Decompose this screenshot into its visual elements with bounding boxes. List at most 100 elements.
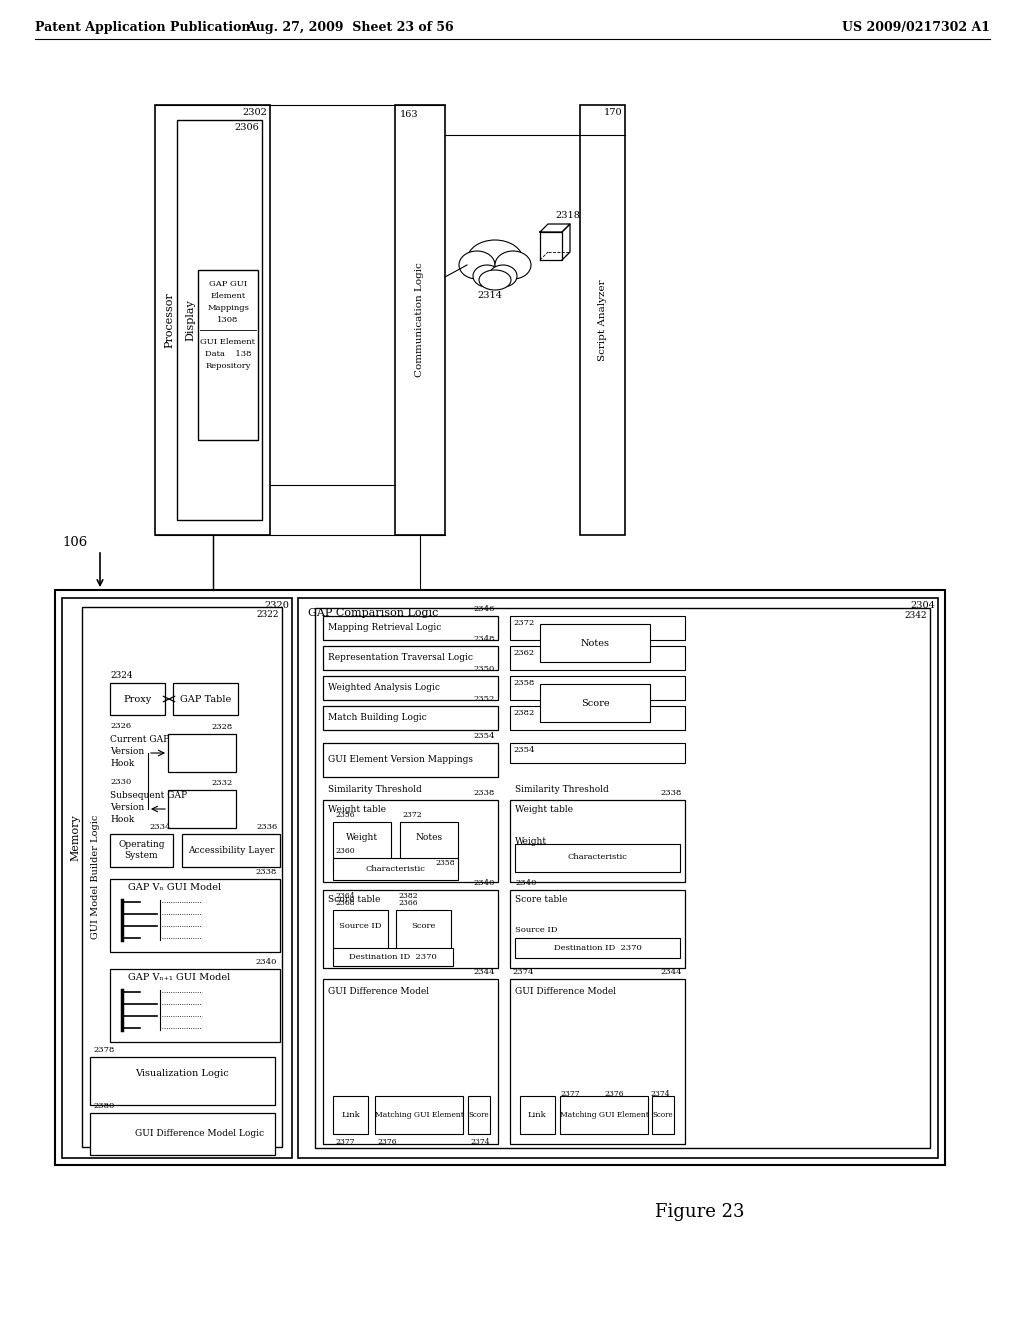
Text: 170: 170 — [603, 108, 622, 117]
Bar — [520, 1096, 555, 1134]
Text: Score table: Score table — [328, 895, 380, 904]
Text: Script Analyzer: Script Analyzer — [598, 280, 607, 360]
Bar — [182, 834, 280, 867]
Bar — [333, 909, 388, 958]
Text: Score: Score — [652, 1111, 674, 1119]
Text: 2304: 2304 — [910, 601, 935, 610]
Text: Notes: Notes — [581, 639, 609, 648]
Bar — [315, 609, 930, 1148]
Text: Visualization Logic: Visualization Logic — [135, 1069, 228, 1078]
Text: GUI Element Version Mappings: GUI Element Version Mappings — [328, 755, 473, 764]
Text: 2356: 2356 — [335, 810, 354, 818]
Text: Memory: Memory — [70, 814, 80, 862]
Text: 2346: 2346 — [474, 605, 495, 612]
Bar — [90, 1057, 275, 1105]
Text: Repository: Repository — [205, 362, 251, 370]
Bar — [395, 106, 445, 535]
Bar — [400, 822, 458, 870]
Text: 2324: 2324 — [110, 671, 133, 680]
Text: Matching GUI Element: Matching GUI Element — [375, 1111, 464, 1119]
Text: Operating: Operating — [118, 840, 165, 849]
Text: 2338: 2338 — [474, 789, 495, 797]
Text: Weighted Analysis Logic: Weighted Analysis Logic — [328, 684, 440, 693]
Text: 2328: 2328 — [212, 723, 233, 731]
Bar — [110, 969, 280, 1041]
Text: 2382: 2382 — [398, 892, 418, 900]
Text: Weight: Weight — [346, 833, 378, 842]
Text: Link: Link — [527, 1111, 547, 1119]
Text: Patent Application Publication: Patent Application Publication — [35, 21, 251, 33]
Text: Score: Score — [581, 698, 609, 708]
Text: Hook: Hook — [110, 759, 134, 768]
Bar — [177, 120, 262, 520]
Text: Notes: Notes — [416, 833, 442, 842]
Text: Proxy: Proxy — [123, 694, 152, 704]
Text: 2340: 2340 — [256, 958, 278, 966]
Bar — [510, 645, 685, 671]
Bar — [540, 684, 650, 722]
Text: Data    138: Data 138 — [205, 350, 251, 358]
Text: Current GAP: Current GAP — [110, 735, 169, 744]
Text: 2318: 2318 — [556, 211, 581, 220]
Text: Characteristic: Characteristic — [567, 853, 628, 861]
Text: Destination ID  2370: Destination ID 2370 — [349, 953, 437, 961]
Text: 2352: 2352 — [474, 696, 495, 704]
Text: 2336: 2336 — [257, 822, 278, 832]
Text: Figure 23: Figure 23 — [655, 1203, 744, 1221]
Bar — [155, 106, 270, 535]
Text: Similarity Threshold: Similarity Threshold — [515, 785, 608, 795]
Text: 2348: 2348 — [473, 635, 495, 643]
Bar — [55, 590, 945, 1166]
Text: Element: Element — [210, 292, 246, 300]
Text: Similarity Threshold: Similarity Threshold — [328, 785, 422, 795]
Text: 2350: 2350 — [474, 665, 495, 673]
Text: Mappings: Mappings — [207, 304, 249, 312]
Text: Version: Version — [110, 804, 144, 813]
Text: 2306: 2306 — [234, 123, 259, 132]
Text: 2362: 2362 — [513, 649, 535, 657]
Bar — [510, 676, 685, 700]
Text: Mapping Retrieval Logic: Mapping Retrieval Logic — [328, 623, 441, 632]
Text: 2358: 2358 — [435, 859, 455, 867]
Text: 2377: 2377 — [335, 1138, 354, 1146]
Text: 2380: 2380 — [93, 1102, 115, 1110]
Text: Representation Traversal Logic: Representation Traversal Logic — [328, 653, 473, 663]
Text: Communication Logic: Communication Logic — [416, 263, 425, 378]
Text: Processor: Processor — [164, 292, 174, 348]
Bar — [560, 1096, 648, 1134]
Text: Weight table: Weight table — [328, 805, 386, 814]
Text: GAP Table: GAP Table — [180, 694, 231, 704]
Text: 2344: 2344 — [660, 968, 682, 975]
Bar — [652, 1096, 674, 1134]
Text: 2372: 2372 — [513, 619, 535, 627]
Text: Subsequent GAP: Subsequent GAP — [110, 792, 187, 800]
Text: 2330: 2330 — [110, 777, 131, 785]
Bar — [323, 743, 498, 777]
Bar — [510, 890, 685, 968]
Text: Source ID: Source ID — [339, 921, 382, 931]
Text: 2340: 2340 — [474, 879, 495, 887]
Text: 2314: 2314 — [477, 290, 503, 300]
Bar — [323, 706, 498, 730]
Text: 2320: 2320 — [264, 601, 289, 610]
Ellipse shape — [495, 251, 531, 279]
Text: 2366: 2366 — [398, 899, 418, 907]
Bar — [323, 800, 498, 882]
Bar — [323, 979, 498, 1144]
Bar — [510, 706, 685, 730]
Text: US 2009/0217302 A1: US 2009/0217302 A1 — [842, 21, 990, 33]
Ellipse shape — [459, 251, 495, 279]
Text: 2377: 2377 — [560, 1090, 580, 1098]
Text: 2368: 2368 — [335, 899, 354, 907]
Text: Aug. 27, 2009  Sheet 23 of 56: Aug. 27, 2009 Sheet 23 of 56 — [246, 21, 454, 33]
Text: 2376: 2376 — [604, 1090, 624, 1098]
Text: 2302: 2302 — [242, 108, 267, 117]
Text: 2342: 2342 — [904, 611, 927, 620]
Text: GUI Element: GUI Element — [201, 338, 256, 346]
Bar — [298, 598, 938, 1158]
Bar — [168, 734, 236, 772]
Text: 2334: 2334 — [150, 822, 171, 832]
Bar — [90, 1113, 275, 1155]
Bar — [510, 616, 685, 640]
Text: 2338: 2338 — [256, 869, 278, 876]
